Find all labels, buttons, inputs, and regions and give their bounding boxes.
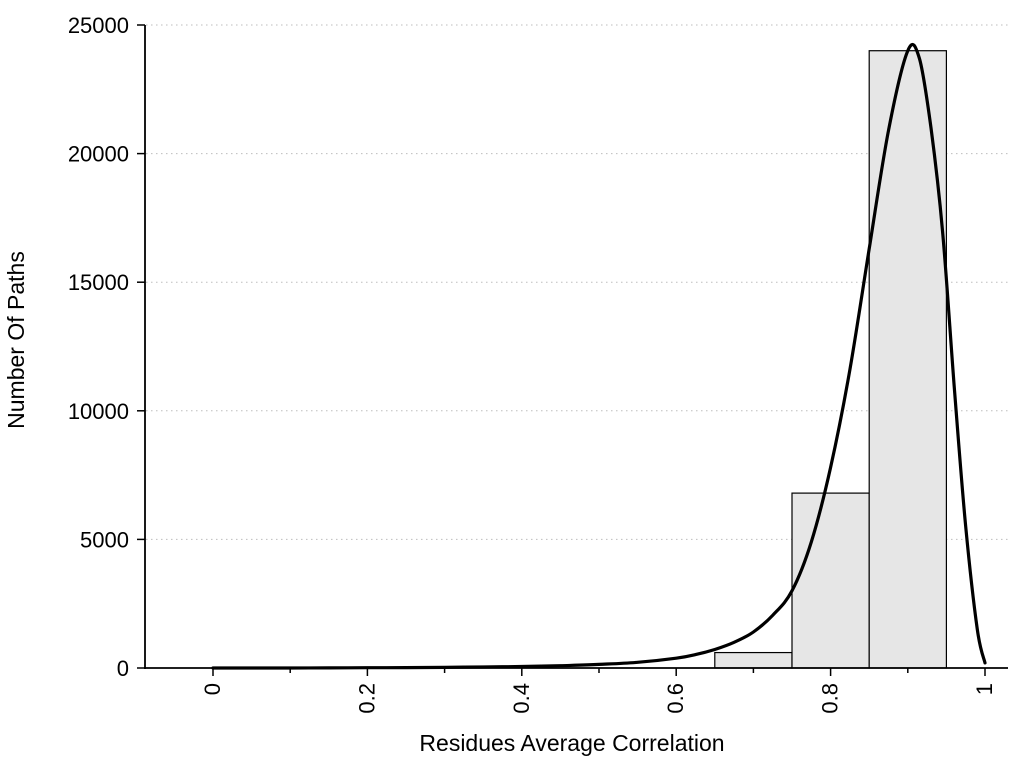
y-tick-label: 10000: [68, 399, 129, 424]
y-tick-label: 20000: [68, 142, 129, 167]
y-tick-label: 5000: [80, 527, 129, 552]
grid-layer: [146, 24, 1008, 540]
histogram-bar: [868, 50, 948, 669]
x-axis-title: Residues Average Correlation: [419, 730, 724, 756]
x-tick-label: 0.8: [818, 683, 843, 714]
histogram-bar: [714, 651, 793, 669]
bars-layer: [714, 50, 948, 669]
x-tick-label: 1: [972, 683, 997, 695]
x-tick-label: 0.4: [509, 683, 534, 714]
x-axis-ticks: 0 0.2 0.4 0.6 0.8 1: [200, 668, 997, 714]
x-tick-label: 0.6: [663, 683, 688, 714]
y-tick-label: 0: [117, 656, 129, 681]
y-tick-label: 15000: [68, 270, 129, 295]
y-axis-title: Number Of Paths: [3, 251, 29, 429]
y-axis-ticks: 0 5000 10000 15000 20000 25000: [68, 13, 145, 681]
histogram-bar: [791, 492, 870, 669]
y-tick-label: 25000: [68, 13, 129, 38]
x-tick-label: 0: [200, 683, 225, 695]
axes-layer: [144, 25, 1008, 669]
x-tick-label: 0.2: [354, 683, 379, 714]
